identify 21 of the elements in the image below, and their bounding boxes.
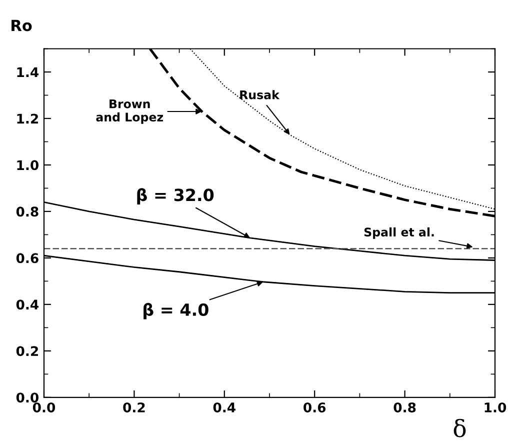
- annotation: β = 4.0: [144, 302, 208, 320]
- y-tick-label: 0.4: [16, 300, 39, 310]
- x-tick-label: 1.0: [484, 402, 506, 412]
- x-tick-label: 0.8: [394, 402, 416, 412]
- y-axis-title: Ro: [12, 20, 32, 32]
- y-tick-label: 1.0: [17, 160, 38, 170]
- x-tick-label: 0.4: [213, 402, 236, 412]
- y-tick-label: 0.2: [16, 346, 38, 356]
- annotation: Spall et al.: [364, 227, 434, 239]
- y-tick-label: 0.6: [16, 253, 38, 264]
- y-tick-label: 0.0: [16, 392, 38, 403]
- x-tick-label: 0.0: [32, 402, 56, 412]
- y-tick-label: 1.4: [17, 67, 39, 78]
- x-tick-label: 0.6: [304, 402, 326, 412]
- x-tick-label: 0.2: [123, 402, 145, 412]
- x-axis-title: δ: [454, 418, 466, 438]
- annotation: β = 32.0: [137, 188, 214, 204]
- annotation: Rusak: [240, 90, 280, 100]
- y-tick-label: 1.2: [17, 114, 38, 124]
- y-tick-label: 0.8: [16, 206, 38, 217]
- annotation: Brown and Lopez: [96, 100, 164, 124]
